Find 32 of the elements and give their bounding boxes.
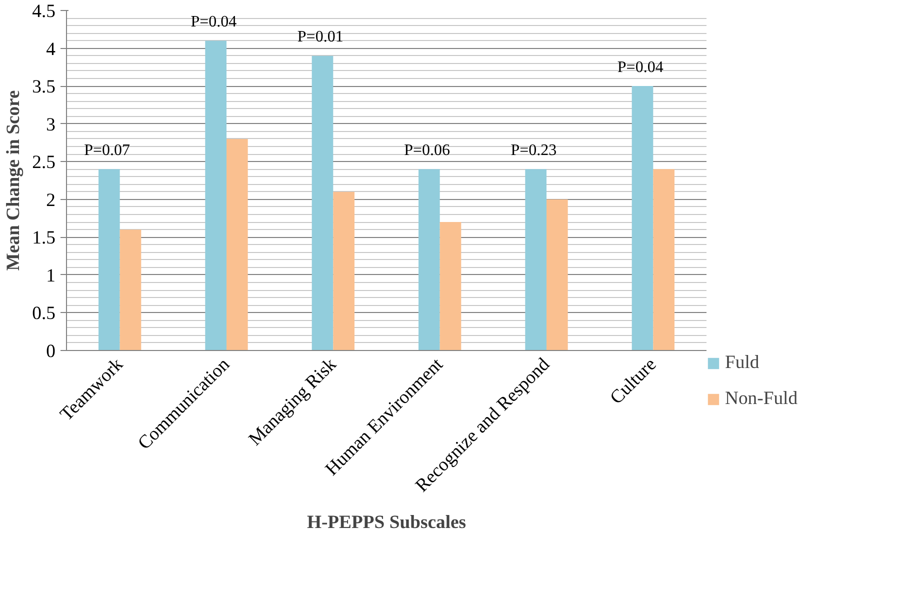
y-tick-label: 0 (46, 341, 56, 362)
legend-label: Fuld (725, 352, 760, 374)
bar (226, 138, 248, 350)
bar (120, 230, 142, 350)
legend-label: Non-Fuld (725, 388, 798, 410)
y-tick-label: 2.5 (32, 152, 56, 174)
bar (525, 169, 546, 350)
bar (98, 169, 120, 350)
bar (632, 86, 654, 350)
annotation: P=0.01 (297, 28, 344, 46)
y-tick-label: 1 (46, 265, 56, 286)
bar (546, 199, 568, 350)
annotation: P=0.06 (404, 142, 450, 159)
y-tick-label: 3.5 (32, 76, 56, 98)
bar (333, 192, 354, 350)
annotation: P=0.04 (190, 14, 237, 31)
annotation: P=0.23 (510, 142, 557, 159)
y-axis-title: Mean Change in Score (3, 90, 24, 271)
x-axis-title: H-PEPPS Subscales (306, 512, 466, 533)
y-tick-label: 4 (46, 38, 56, 60)
bar (418, 169, 440, 350)
bar (440, 222, 462, 350)
bar (205, 40, 226, 350)
annotation: P=0.04 (617, 58, 664, 76)
y-tick-label: 1.5 (32, 228, 56, 249)
annotation: P=0.07 (84, 142, 130, 159)
y-tick-label: 4.5 (32, 1, 56, 22)
bar (312, 56, 334, 350)
y-tick-label: 3 (46, 114, 56, 136)
y-tick-label: 0.5 (32, 303, 56, 324)
y-tick-label: 2 (46, 190, 56, 211)
bar (653, 169, 674, 350)
